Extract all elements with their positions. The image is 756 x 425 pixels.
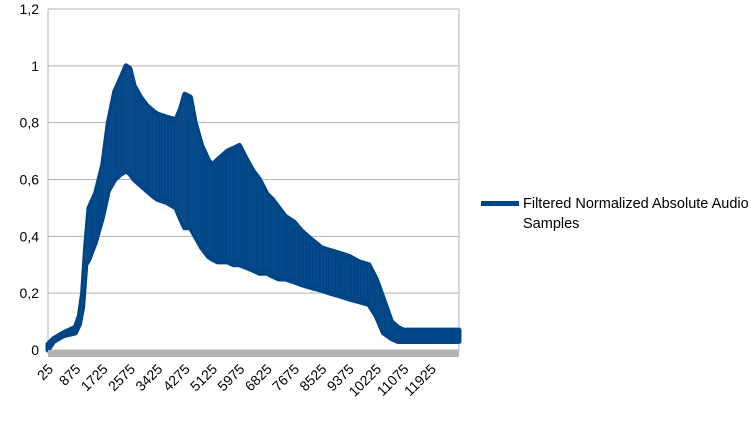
x-tick-label: 3425 <box>132 361 165 394</box>
x-tick-label: 5975 <box>214 361 247 394</box>
x-tick-label: 11925 <box>401 361 439 399</box>
series-filtered-normalized-absolute-audio-samples <box>45 63 462 353</box>
x-tick-label: 25 <box>34 361 56 383</box>
x-tick-label: 6825 <box>242 361 275 394</box>
y-tick-label: 1,2 <box>20 1 40 17</box>
y-tick-label: 0,2 <box>20 285 40 301</box>
x-tick-label: 5125 <box>187 361 220 394</box>
x-tick-label: 8525 <box>296 361 329 394</box>
y-tick-label: 1 <box>31 58 39 74</box>
legend-label: Filtered Normalized Absolute Audio Sampl… <box>523 196 749 232</box>
legend: Filtered Normalized Absolute Audio Sampl… <box>481 194 751 234</box>
x-axis-tick-labels: 25 87517252575342542755125597568257675852… <box>34 361 439 400</box>
x-tick-label: 2575 <box>105 361 138 394</box>
y-tick-label: 0,4 <box>20 228 40 244</box>
y-tick-label: 0 <box>31 342 39 358</box>
x-tick-label: 7675 <box>269 361 302 394</box>
y-tick-label: 0,6 <box>20 172 40 188</box>
x-tick-label: 1725 <box>77 361 110 394</box>
legend-swatch <box>481 201 519 206</box>
y-tick-label: 0,8 <box>20 115 40 131</box>
series-band <box>45 63 462 353</box>
y-axis-tick-labels: 0 0,2 0,4 0,6 0,8 1 1,2 <box>20 1 40 358</box>
x-tick-label: 4275 <box>160 361 193 394</box>
x-axis-band <box>48 350 459 357</box>
